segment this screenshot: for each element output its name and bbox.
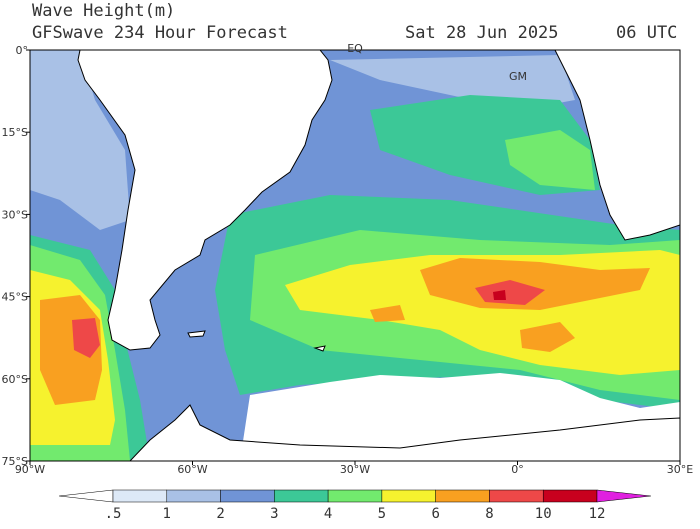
colorbar-tick-label: 5: [378, 506, 386, 522]
colorbar-tick-label: 8: [485, 506, 493, 522]
colorbar-segment: [59, 489, 114, 503]
colorbar-tick-label: 3: [270, 506, 278, 522]
map: [30, 50, 680, 461]
colorbar-segment: [166, 489, 221, 503]
lat-tick-label: 15°S: [2, 126, 28, 139]
colorbar-tick-label: 1: [163, 506, 171, 522]
colorbar-segment: [220, 489, 275, 503]
lon-tick-label: 90°W: [15, 463, 45, 476]
subtitle: GFSwave 234 Hour Forecast: [32, 23, 288, 43]
lat-tick-label: 60°S: [2, 373, 28, 386]
colorbar-segment: [381, 489, 436, 503]
lon-tick-label: 30°E: [667, 463, 693, 476]
colorbar-tick-label: 6: [431, 506, 439, 522]
colorbar-segment: [112, 489, 168, 503]
colorbar-segment: [435, 489, 490, 503]
colorbar-tick-label: 10: [535, 506, 552, 522]
lon-tick-label: 60°W: [177, 463, 207, 476]
colorbar-tick-label: 2: [216, 506, 224, 522]
map-label: EQ: [347, 42, 363, 55]
colorbar-segment: [596, 489, 651, 503]
lat-tick-label: 45°S: [2, 291, 28, 304]
colorbar-tick-label: 4: [324, 506, 332, 522]
lon-tick-label: 0°: [511, 463, 524, 476]
lat-tick-label: 75°S: [2, 455, 28, 468]
colorbar-segment: [542, 489, 598, 503]
colorbar-segment: [274, 489, 329, 503]
colorbar-segment: [489, 489, 544, 503]
colorbar-tick-label: .5: [105, 506, 122, 522]
lat-tick-label: 0°: [16, 44, 29, 57]
lon-tick-label: 30°W: [340, 463, 370, 476]
time: 06 UTC: [616, 23, 677, 43]
map-label: GM: [509, 70, 527, 83]
colorbar-segment: [327, 489, 383, 503]
lat-tick-label: 30°S: [2, 208, 28, 221]
colorbar-tick-label: 12: [589, 506, 606, 522]
title: Wave Height(m): [32, 1, 175, 21]
date: Sat 28 Jun 2025: [405, 23, 559, 43]
